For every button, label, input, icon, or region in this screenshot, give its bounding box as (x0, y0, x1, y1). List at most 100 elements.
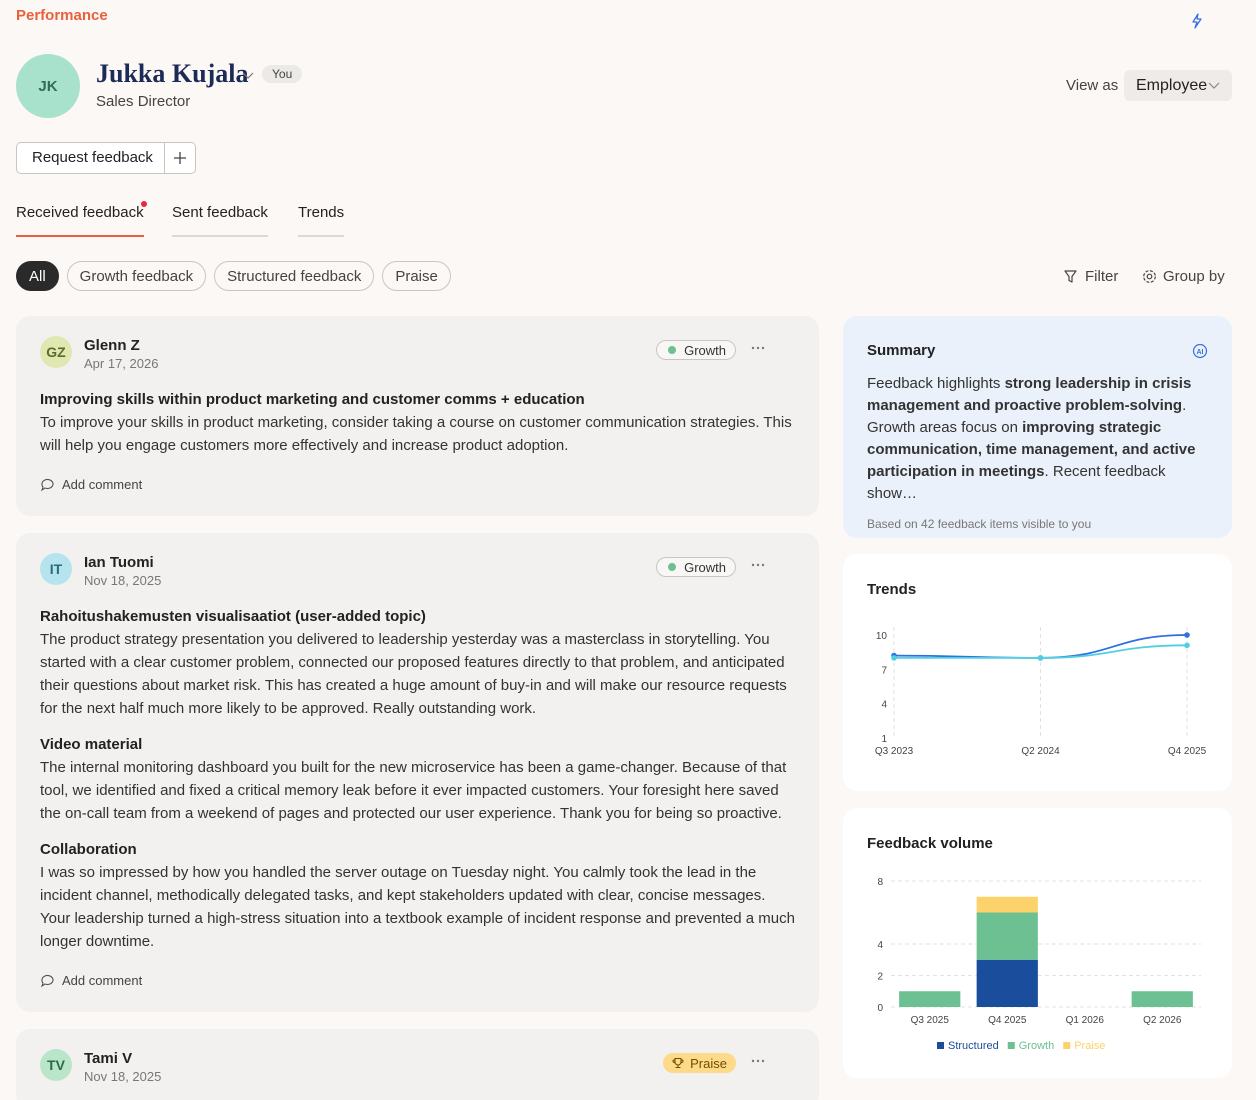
card-header: IT Ian Tuomi Nov 18, 2025 Growth (40, 553, 795, 589)
summary-title: Summary (867, 342, 936, 359)
filter-button[interactable]: Filter (1085, 268, 1119, 285)
tag-dot (668, 563, 677, 571)
feedback-card: IT Ian Tuomi Nov 18, 2025 Growth Rahoitushak… (16, 533, 819, 1012)
legend-swatch (1007, 1042, 1015, 1049)
section-title: Improving skills within product marketin… (40, 391, 585, 408)
filter-chip[interactable]: Growth feedback (66, 261, 207, 291)
y-tick-label: 7 (881, 665, 887, 676)
summary-highlight: strong leadership in crisis management a… (867, 375, 1192, 414)
author-avatar: TV (40, 1049, 72, 1081)
y-tick-label: 2 (877, 972, 883, 983)
summary-footnote: Based on 42 feedback items visible to yo… (867, 517, 1092, 531)
more-button[interactable] (751, 1059, 765, 1063)
filter-chip[interactable]: Praise (382, 261, 451, 291)
add-comment[interactable]: Add comment (40, 973, 795, 988)
tag-icon (672, 1057, 684, 1069)
section-body: The internal monitoring dashboard you bu… (40, 759, 787, 822)
dot (751, 346, 755, 350)
card-header: GZ Glenn Z Apr 17, 2026 Growth (40, 336, 795, 372)
group-by-button[interactable]: Group by (1163, 268, 1225, 285)
y-tick-label: 10 (876, 631, 888, 642)
notification-dot (141, 201, 147, 207)
author-avatar: IT (40, 553, 72, 585)
trend-point (1184, 632, 1190, 638)
tag-pill: Praise (663, 1053, 736, 1073)
user-role: Sales Director (96, 93, 191, 110)
chevron[interactable] (242, 71, 254, 81)
svg-text:AI: AI (1197, 349, 1204, 356)
y-tick-label: 8 (877, 877, 883, 888)
tag-label: Growth (684, 342, 726, 358)
y-tick-label: 4 (881, 700, 887, 711)
add-comment-label: Add comment (62, 973, 143, 988)
section-title: Video material (40, 736, 143, 753)
comment-icon (40, 974, 54, 987)
ai-icon: AI (1192, 343, 1208, 359)
summary-segment: Feedback highlights (867, 375, 1005, 392)
user-avatar: JK (16, 54, 80, 118)
feedback-section: Improving skills within product marketin… (40, 389, 795, 457)
section-title: Performance (16, 7, 108, 24)
dot (756, 346, 760, 350)
feedback-card: TV Tami V Nov 18, 2025 Praise (16, 1029, 819, 1100)
legend-label: Structured (948, 1040, 999, 1052)
filter-chip[interactable]: Structured feedback (214, 261, 375, 291)
tag-dot (668, 346, 677, 354)
more-button[interactable] (751, 346, 765, 350)
summary-highlight: improving strategic communication, time … (867, 419, 1196, 480)
y-tick-label: 1 (881, 734, 887, 745)
legend-swatch (937, 1042, 944, 1049)
feedback-section: Rahoitushakemusten visualisaatiot (user-… (40, 606, 795, 720)
summary-segment: . Growth areas focus on (867, 397, 1187, 436)
tab[interactable]: Trends (298, 204, 345, 237)
tag-label: Praise (690, 1055, 727, 1071)
bubble (40, 974, 54, 987)
x-tick-label: Q2 2024 (1021, 746, 1060, 757)
add-comment[interactable]: Add comment (40, 477, 795, 492)
filter-icon[interactable] (1063, 269, 1078, 284)
tab[interactable]: Received feedback (16, 204, 144, 237)
more-button[interactable] (751, 563, 765, 567)
comment-icon (40, 478, 54, 491)
bar-segment (899, 991, 961, 1007)
author-avatar: GZ (40, 336, 72, 368)
author-name: Tami V (84, 1050, 133, 1067)
user-name[interactable]: Jukka Kujala (96, 59, 249, 88)
x-tick-label: Q3 2023 (875, 746, 914, 757)
bar-segment (1131, 991, 1193, 1007)
legend-label: Praise (1074, 1040, 1105, 1052)
dot (751, 1059, 755, 1063)
summary-segment: . Recent feedback show… (867, 463, 1166, 502)
gear-icon[interactable] (1142, 269, 1157, 284)
x-tick-label: Q4 2025 (1168, 746, 1207, 757)
dot (756, 1059, 760, 1063)
feedback-card: GZ Glenn Z Apr 17, 2026 Growth Improving ski… (16, 316, 819, 516)
tag-label: Growth (684, 559, 726, 575)
legend-label: Growth (1019, 1040, 1054, 1052)
section-title: Rahoitushakemusten visualisaatiot (user-… (40, 608, 426, 625)
section-body: To improve your skills in product market… (40, 414, 792, 454)
request-feedback-label[interactable]: Request feedback (32, 149, 153, 166)
author-name: Glenn Z (84, 337, 140, 354)
request-feedback-button[interactable] (16, 142, 196, 174)
tag-pill: Growth (656, 340, 736, 360)
filter-chip[interactable]: All (16, 261, 59, 291)
chart-title: Feedback volume (867, 835, 993, 852)
view-as-dropdown[interactable] (1124, 70, 1232, 101)
view-as-label: View as (1066, 77, 1119, 94)
dot (761, 563, 765, 567)
add-button[interactable] (164, 143, 196, 173)
dot (751, 563, 755, 567)
feedback-list: GZ Glenn Z Apr 17, 2026 Growth Improving ski… (16, 316, 819, 1100)
summary-text: Feedback highlights strong leadership in… (867, 373, 1208, 505)
view-as-value[interactable]: Employee (1136, 77, 1208, 94)
dot (756, 563, 760, 567)
trophy-icon (672, 1057, 684, 1069)
trend-point (1184, 642, 1190, 649)
chevron[interactable] (1208, 81, 1220, 91)
tab[interactable]: Sent feedback (172, 204, 268, 237)
section-body: The product strategy presentation you de… (40, 631, 787, 717)
lightning-icon[interactable] (1189, 13, 1205, 29)
author-name: Ian Tuomi (84, 554, 154, 571)
card-header: TV Tami V Nov 18, 2025 Praise (40, 1049, 795, 1085)
